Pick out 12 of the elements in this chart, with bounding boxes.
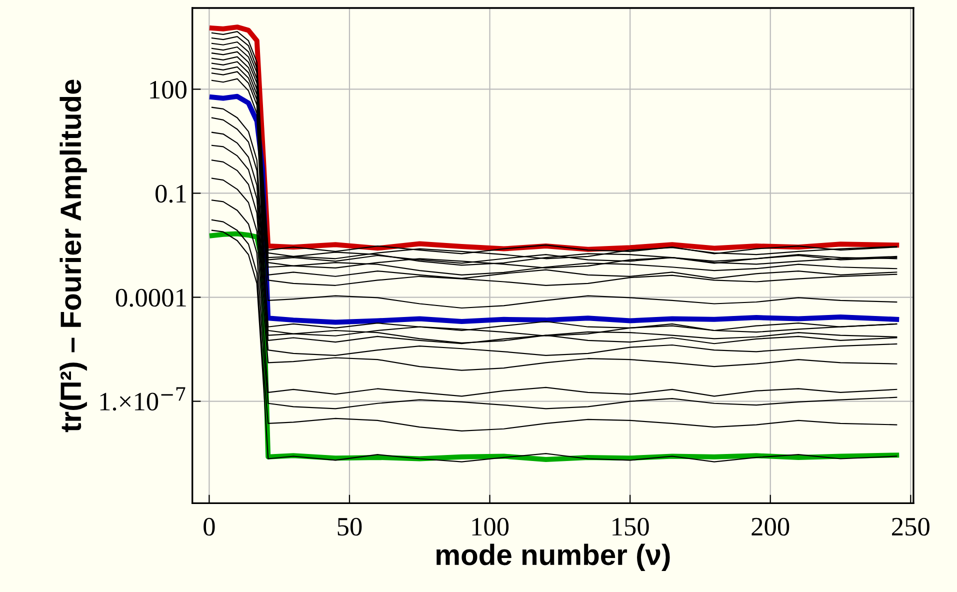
y-tick-label: 0.1 — [156, 184, 186, 203]
y-axis-title: tr(Π²) – Fourier Amplitude — [60, 80, 87, 432]
y-tick-label: 100 — [150, 80, 186, 99]
x-tick-label: 50 — [338, 518, 362, 536]
x-tick-label: 250 — [892, 518, 930, 536]
x-axis-title: mode number (ν) — [436, 544, 670, 571]
y-tick-label: 0.0001 — [116, 288, 186, 307]
x-tick-label: 150 — [612, 518, 649, 536]
x-tick-label: 100 — [472, 518, 509, 536]
y-tick-label: 1.×10$^{−7}$ — [100, 387, 186, 411]
x-tick-label: 200 — [752, 518, 790, 536]
x-tick-label: 0 — [204, 518, 215, 536]
